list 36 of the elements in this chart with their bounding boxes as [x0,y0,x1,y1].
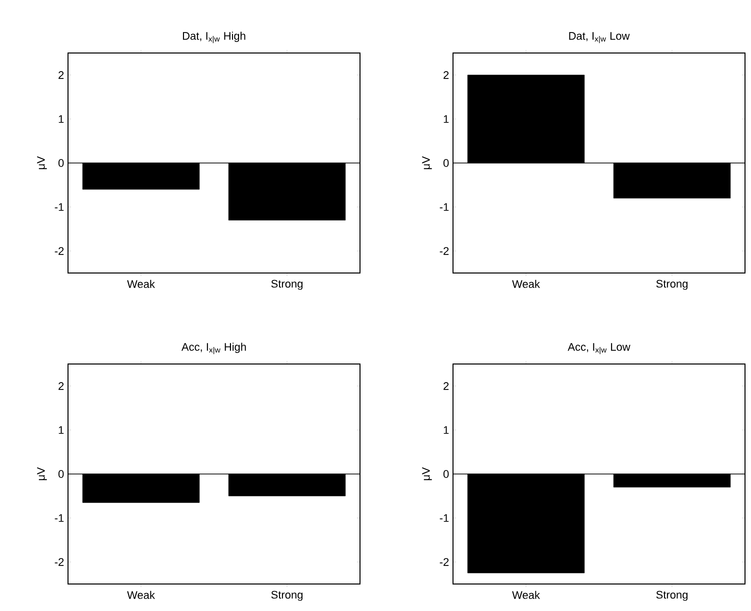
y-tick-label: 1 [444,115,449,123]
y-tick-label: 2 [444,71,449,79]
x-tick-label: Strong [656,590,688,601]
y-tick-label: -1 [440,514,449,522]
y-tick-label: 0 [443,159,449,167]
y-tick-label: -1 [440,203,449,211]
chart-title: Dat, I$_{x|w}$ Low [569,32,630,44]
x-tick-label: Strong [656,280,688,290]
y-tick-label: -2 [440,558,449,566]
chart-title: Dat, I$_{x|w}$ High [182,32,246,44]
y-axis-title: μV [422,156,432,170]
y-tick-label: 2 [58,382,64,390]
y-tick-label: 0 [58,470,64,478]
y-tick-label: -2 [440,247,449,255]
chart-title: Acc, I$_{x|w}$ High [181,342,246,354]
y-tick-label: 1 [444,426,449,434]
x-tick-label: Strong [271,590,302,601]
y-tick-label: -2 [54,558,64,566]
x-tick-label: Weak [127,280,155,288]
y-tick-label: -1 [54,203,64,211]
x-tick-label: Weak [127,590,155,599]
y-tick-label: 2 [58,71,64,79]
y-tick-label: 0 [443,470,449,478]
y-tick-label: 1 [58,115,64,123]
y-tick-label: -2 [54,247,64,255]
y-axis-title: μV [37,467,47,480]
x-tick-label: Strong [271,280,302,290]
y-axis-title: μV [422,467,432,480]
y-tick-label: 0 [58,159,64,167]
x-tick-label: Weak [512,280,540,288]
chart-title: Acc, I$_{x|w}$ Low [568,343,630,354]
y-tick-label: 1 [58,426,64,434]
y-axis-title: μV [37,156,47,170]
y-tick-label: 2 [444,382,449,390]
x-tick-label: Weak [512,590,540,599]
y-tick-label: -1 [54,514,64,522]
